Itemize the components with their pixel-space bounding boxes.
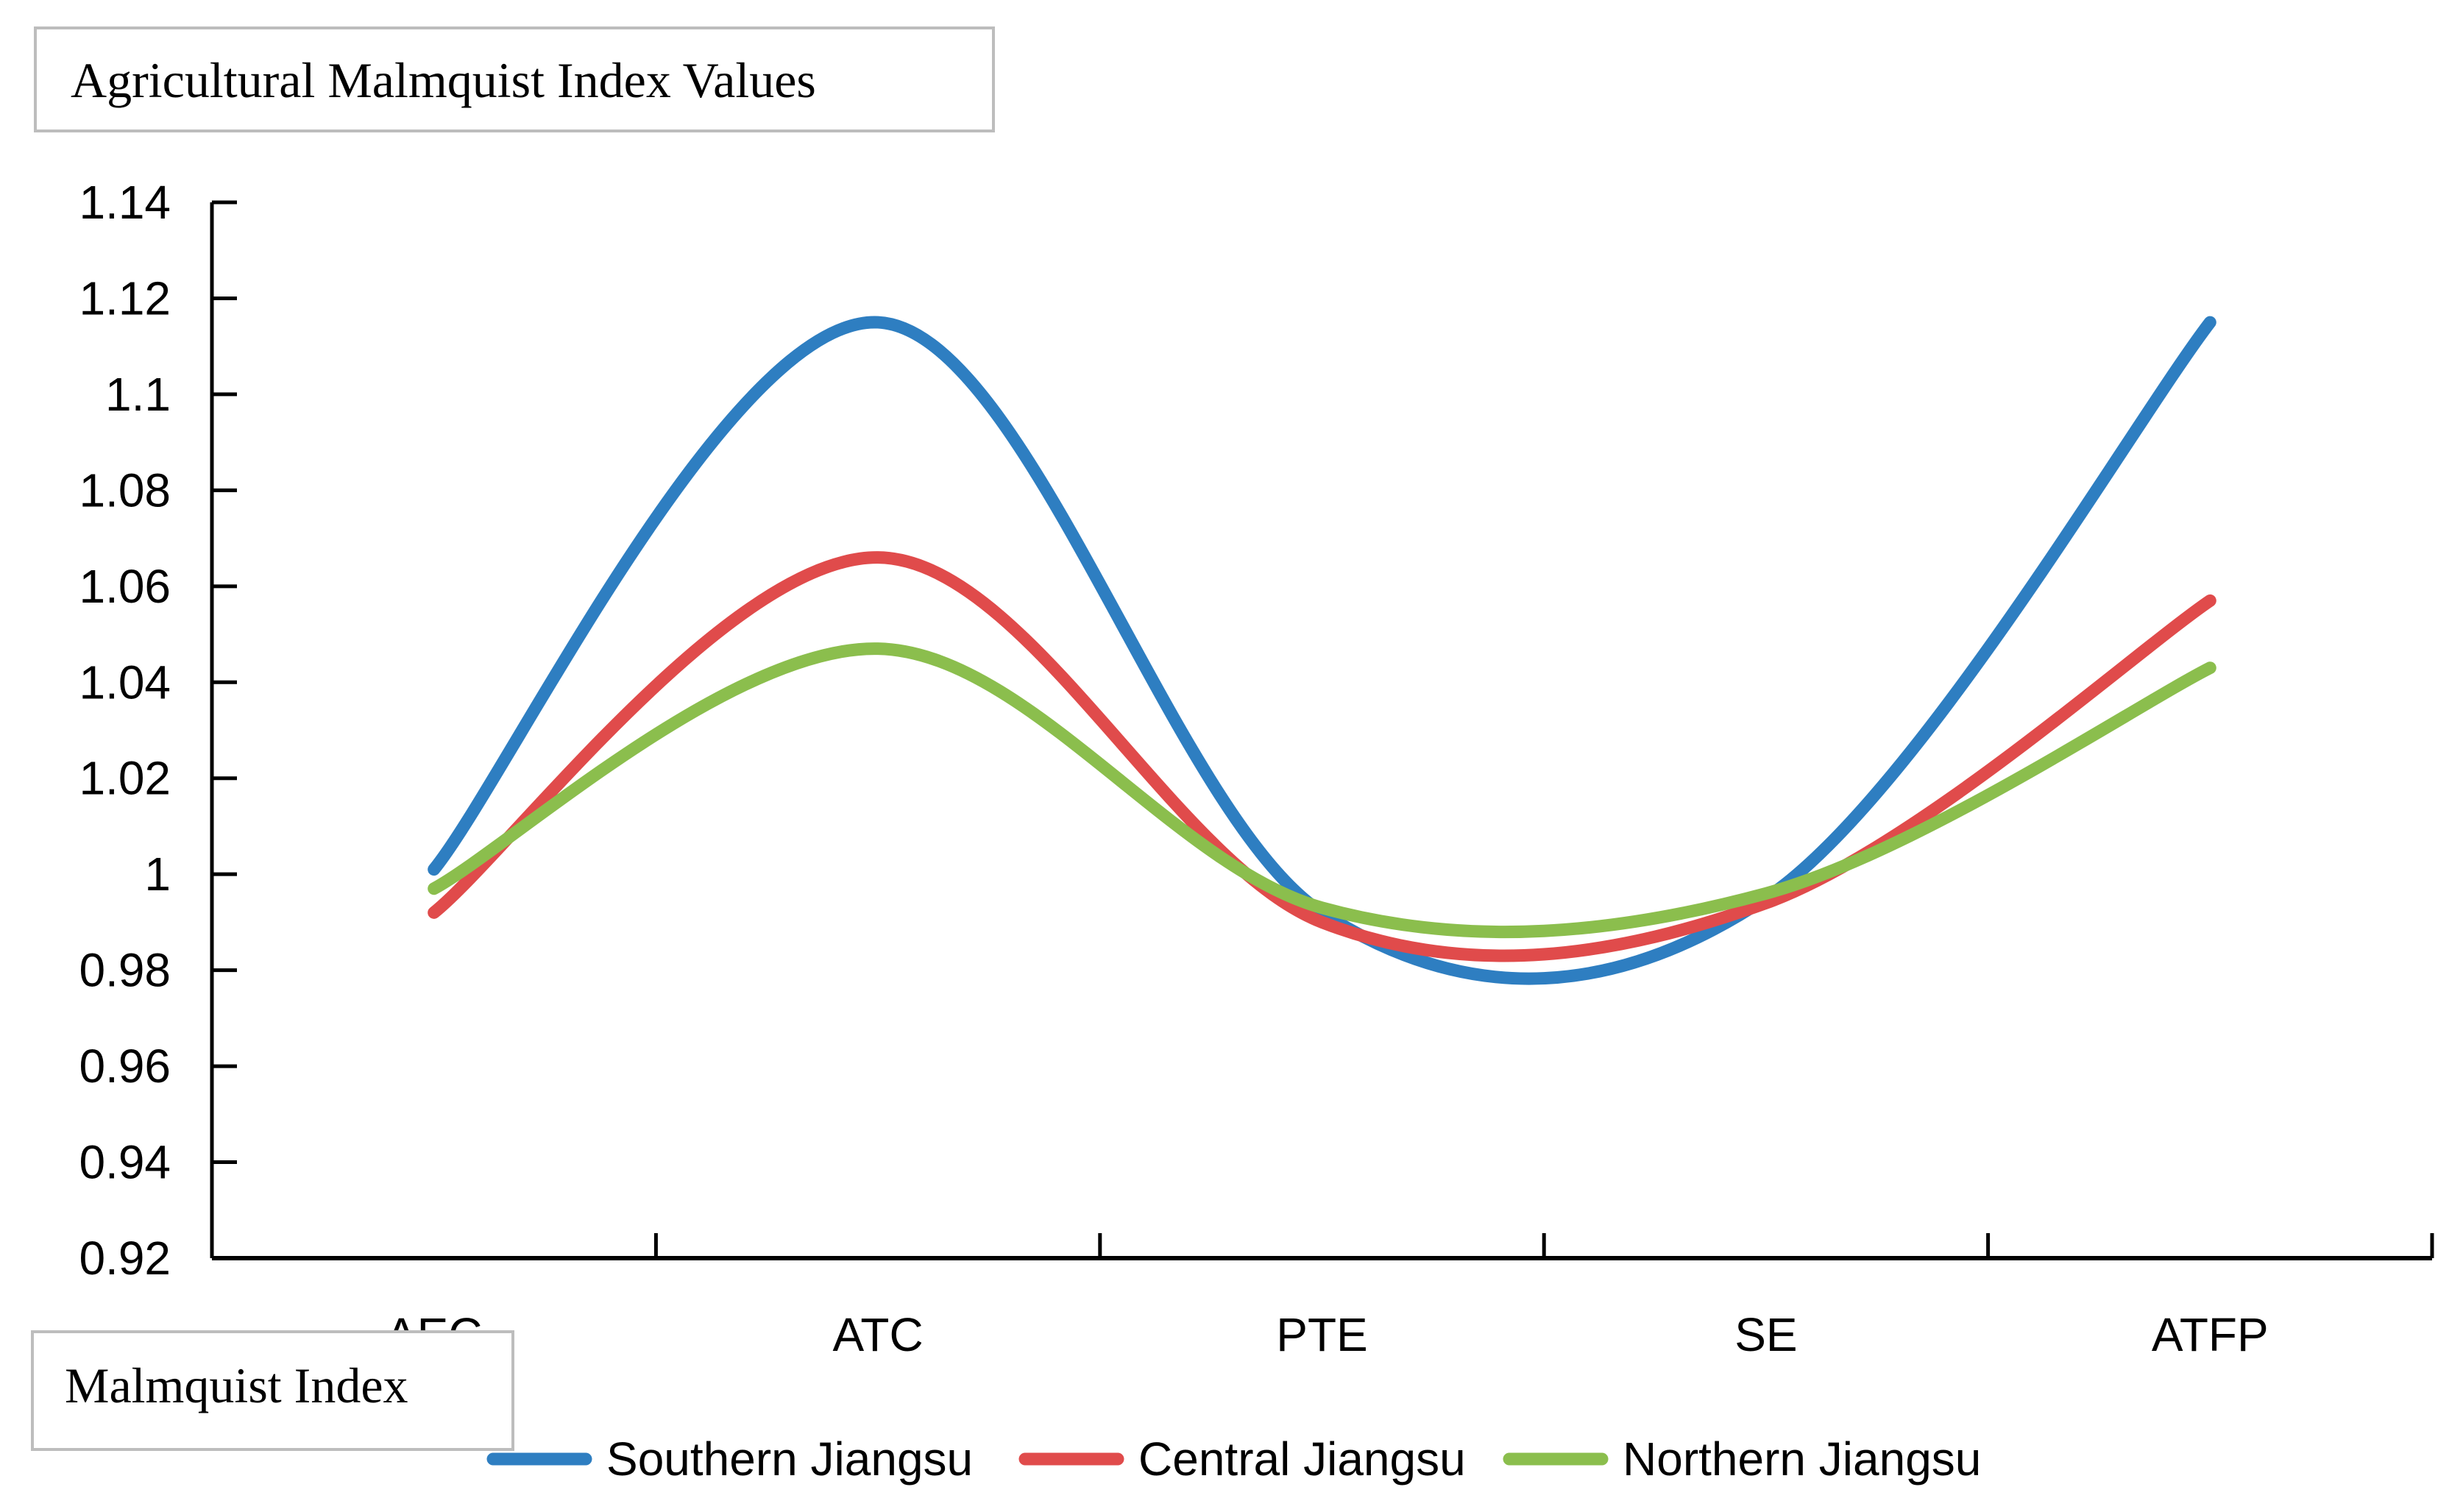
chart-title: Agricultural Malmquist Index Values [71,52,816,108]
y-tick-label: 0.92 [79,1232,171,1285]
y-tick-label: 1.1 [105,368,171,421]
x-tick-label: PTE [1276,1308,1367,1361]
series-line-northern-jiangsu [428,642,2216,939]
legend-label-central-jiangsu: Central Jiangsu [1138,1433,1466,1486]
x-tick-label: ATC [832,1308,923,1361]
x-ticks: AECATCPTESEATFP [386,1233,2434,1361]
series-line-southern-jiangsu [428,316,2216,985]
series-lines [428,316,2216,985]
series-line-central-jiangsu [428,551,2216,962]
y-tick-label: 1.06 [79,560,171,613]
y-ticks: 0.92 0.94 0.96 0.98 1 1.02 1.04 1.06 1.08 1.1 1.12… [79,176,237,1285]
legend-label-northern-jiangsu: Northern Jiangsu [1623,1433,1981,1486]
y-tick-label: 0.94 [79,1136,171,1189]
x-tick-label: SE [1734,1308,1797,1361]
x-axis-title: Malmquist Index [65,1357,408,1413]
y-tick-label: 1.04 [79,656,171,709]
chart-title-box: Agricultural Malmquist Index Values [34,26,995,132]
legend-label-southern-jiangsu: Southern Jiangsu [606,1433,973,1486]
y-tick-label: 1 [144,848,171,901]
y-tick-label: 1.14 [79,176,171,229]
y-tick-label: 1.02 [79,752,171,805]
x-tick-label: ATFP [2152,1308,2269,1361]
y-tick-label: 0.98 [79,944,171,997]
y-tick-label: 0.96 [79,1040,171,1093]
y-tick-label: 1.12 [79,271,171,324]
y-tick-label: 1.08 [79,464,171,517]
legend: Southern Jiangsu Central Jiangsu Northern … [486,1433,1981,1486]
x-axis-title-box: Malmquist Index [31,1330,514,1451]
